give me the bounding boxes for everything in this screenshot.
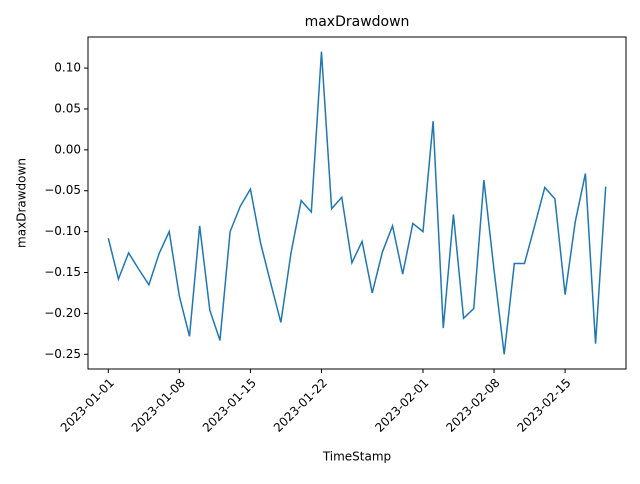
x-tick-label: 2023-02-15 — [514, 376, 573, 435]
y-tick-label: −0.15 — [44, 265, 81, 279]
x-tick-label: 2023-01-22 — [271, 376, 330, 435]
y-tick-label: −0.20 — [44, 306, 81, 320]
y-tick-label: −0.10 — [44, 224, 81, 238]
x-tick-label: 2023-01-08 — [129, 376, 188, 435]
y-tick-label: −0.05 — [44, 183, 81, 197]
y-axis-label: maxDrawdown — [15, 158, 29, 248]
chart-title: maxDrawdown — [305, 14, 410, 30]
x-tick-label: 2023-02-01 — [372, 376, 431, 435]
x-tick-label: 2023-01-01 — [58, 376, 117, 435]
y-tick-label: 0.00 — [54, 142, 81, 156]
x-axis-label: TimeStamp — [322, 450, 391, 464]
plot-frame — [87, 36, 627, 370]
y-tick-label: −0.25 — [44, 347, 81, 361]
x-tick-label: 2023-02-08 — [443, 376, 502, 435]
data-line — [107, 51, 607, 355]
y-tick-label: 0.05 — [54, 101, 81, 115]
x-tick-label: 2023-01-15 — [200, 376, 259, 435]
y-tick-label: 0.10 — [54, 61, 81, 75]
